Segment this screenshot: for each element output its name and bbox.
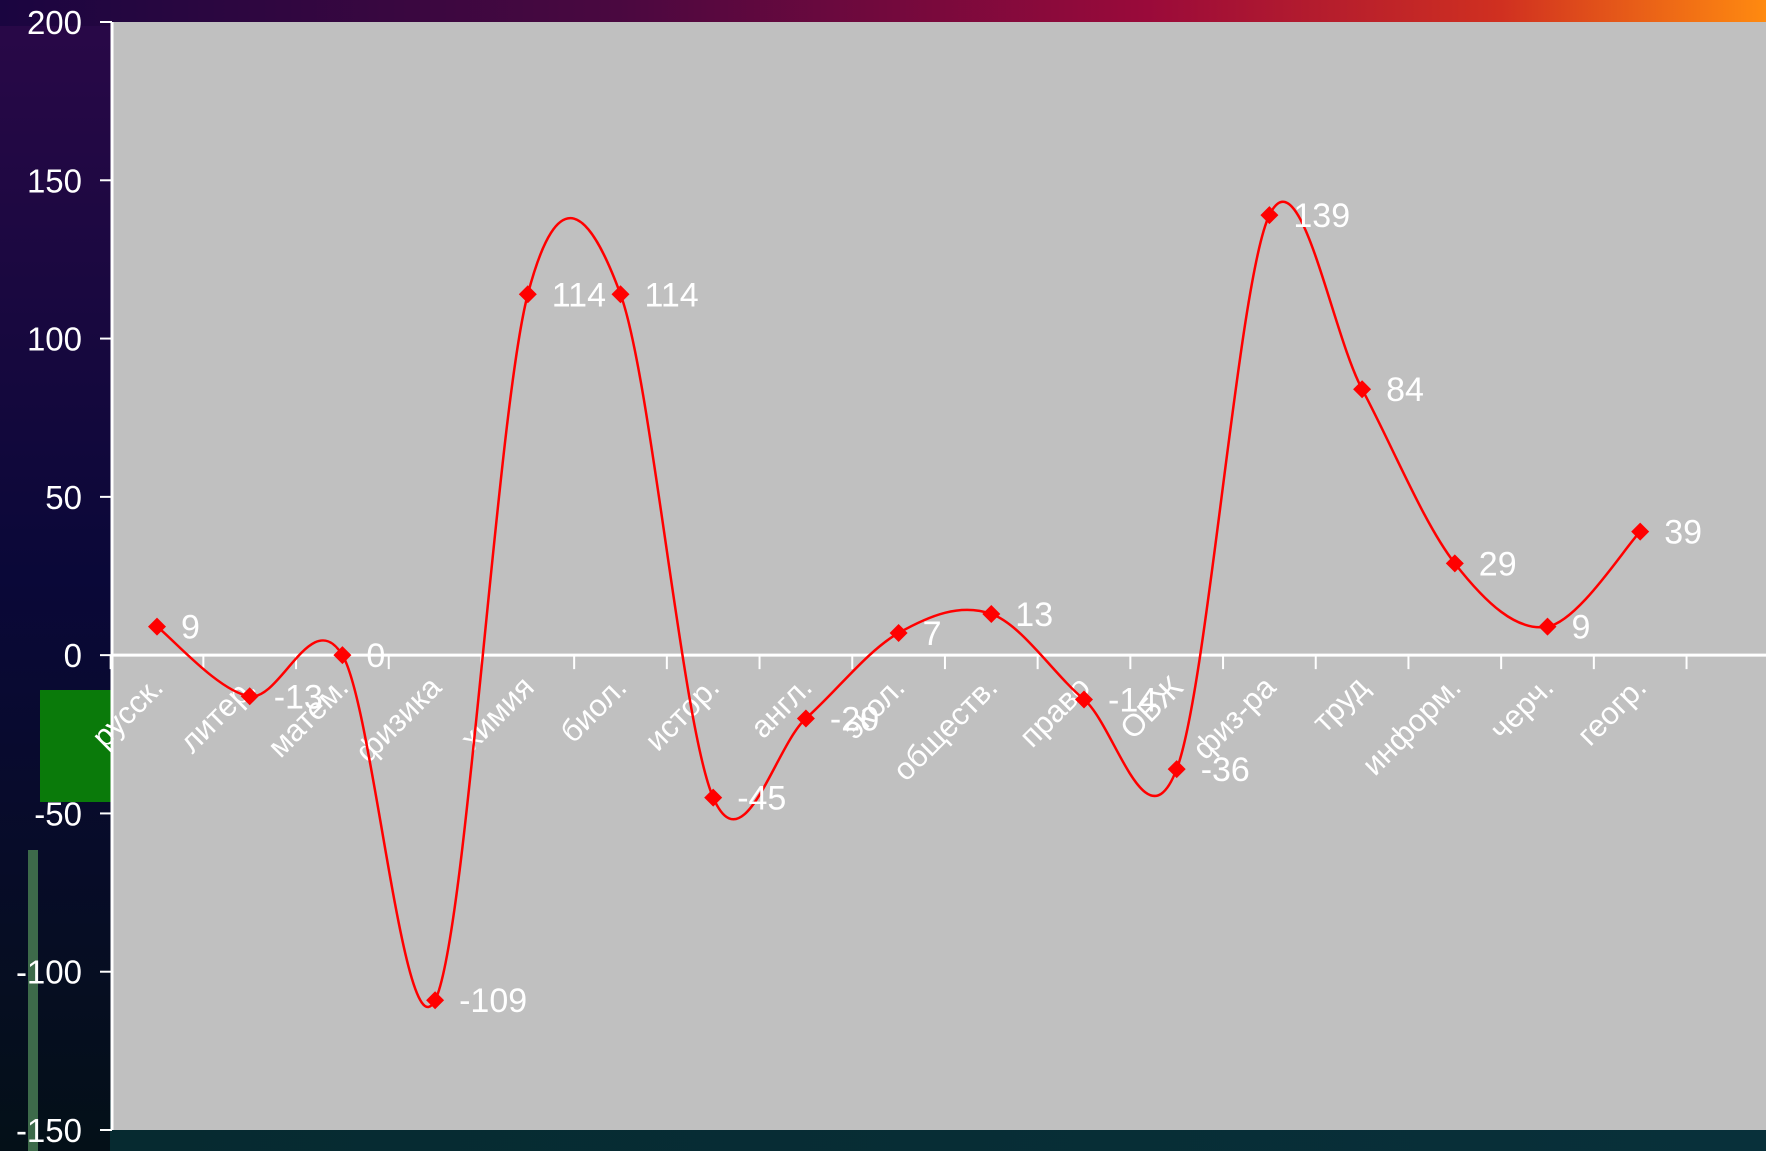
data-label: 29 bbox=[1479, 545, 1517, 583]
y-tick-label: 0 bbox=[64, 637, 82, 674]
data-label: 9 bbox=[1572, 609, 1591, 647]
series-curve bbox=[156, 200, 1642, 1009]
data-label: -14 bbox=[1108, 681, 1157, 719]
top-band bbox=[0, 0, 1766, 26]
data-label: 114 bbox=[645, 276, 699, 314]
data-label: -13 bbox=[274, 678, 323, 716]
data-point bbox=[982, 604, 1001, 623]
y-tick-label: 100 bbox=[27, 321, 82, 358]
series-line bbox=[156, 200, 1642, 1009]
data-label: 0 bbox=[366, 637, 385, 675]
y-tick-label: -50 bbox=[34, 795, 82, 832]
data-point bbox=[333, 646, 352, 665]
series-markers bbox=[148, 206, 1650, 1010]
data-label: 114 bbox=[552, 276, 606, 314]
data-label: -45 bbox=[737, 780, 786, 818]
data-point bbox=[518, 285, 537, 304]
green-block bbox=[40, 690, 112, 802]
data-point bbox=[1260, 206, 1279, 225]
data-point bbox=[611, 285, 630, 304]
y-tick-label: 200 bbox=[27, 4, 82, 41]
y-tick-label: 150 bbox=[27, 162, 82, 199]
data-labels: 9 -13 0 -109 114 114 -45 -20 7 13 -14 -36 139 84 29 9 39 bbox=[181, 197, 1702, 1020]
y-tick-label: -100 bbox=[16, 954, 82, 991]
data-label: 139 bbox=[1293, 197, 1350, 235]
data-label: 13 bbox=[1015, 596, 1053, 634]
y-tick-label: -150 bbox=[16, 1112, 82, 1149]
data-point bbox=[1353, 380, 1372, 399]
data-point bbox=[796, 709, 815, 728]
data-point bbox=[704, 788, 723, 807]
data-point bbox=[1631, 522, 1650, 541]
data-point bbox=[426, 991, 445, 1010]
data-point bbox=[148, 617, 166, 636]
data-label: -20 bbox=[830, 700, 879, 738]
data-label: 84 bbox=[1386, 371, 1424, 409]
plot-area bbox=[112, 22, 1766, 1130]
data-point bbox=[1075, 690, 1093, 709]
data-point bbox=[1538, 617, 1557, 636]
data-point bbox=[1445, 554, 1464, 573]
data-point bbox=[1167, 760, 1186, 779]
green-edge bbox=[28, 850, 38, 1151]
data-point bbox=[240, 687, 259, 706]
data-label: 39 bbox=[1664, 514, 1702, 552]
data-label: -36 bbox=[1201, 751, 1250, 789]
data-point bbox=[889, 623, 908, 642]
data-label: 7 bbox=[923, 615, 942, 653]
y-tick-label: 50 bbox=[45, 479, 82, 516]
data-label: 9 bbox=[181, 609, 200, 647]
data-label: -109 bbox=[459, 982, 527, 1020]
